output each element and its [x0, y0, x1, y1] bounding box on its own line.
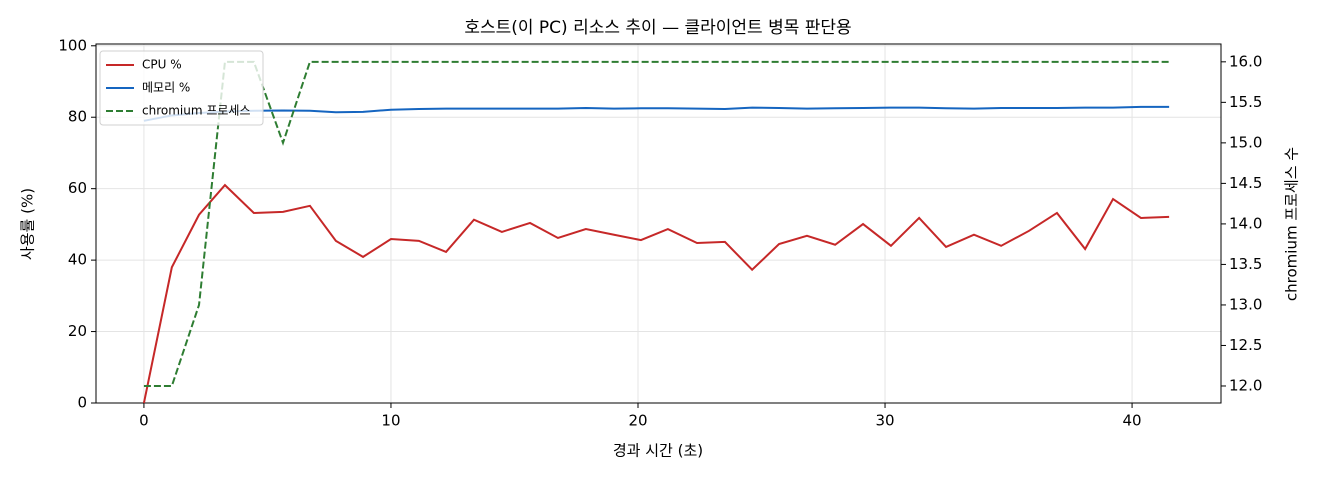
chart-title: 호스트(이 PC) 리소스 추이 — 클라이언트 병목 판단용	[464, 18, 851, 38]
y2-tick-label: 13.0	[1229, 295, 1262, 313]
plot-frame	[95, 43, 1222, 404]
y2-tick-label: 12.5	[1229, 336, 1262, 354]
y-tick-label: 20	[68, 322, 87, 340]
legend-label: chromium 프로세스	[142, 104, 251, 118]
legend-box	[99, 50, 264, 126]
y-tick-label: 40	[68, 251, 87, 269]
legend-label: CPU %	[142, 58, 182, 72]
x-tick-label: 40	[1123, 412, 1142, 430]
y-axis-label: 사용률 (%)	[19, 188, 37, 260]
y-tick-label: 100	[58, 36, 87, 54]
y-tick-label: 0	[77, 394, 87, 412]
x-tick-label: 30	[875, 412, 894, 430]
y2-axis-label: chromium 프로세스 수	[1283, 147, 1301, 301]
series-line	[143, 105, 1170, 122]
x-tick-label: 20	[628, 412, 647, 430]
y2-tick-label: 15.0	[1229, 133, 1262, 151]
y2-tick-label: 14.5	[1229, 174, 1262, 192]
x-tick-label: 0	[139, 412, 149, 430]
y2-tick-label: 12.0	[1229, 376, 1262, 394]
y2-tick-label: 14.0	[1229, 214, 1262, 232]
series-line	[143, 60, 1170, 387]
legend-label: 메모리 %	[142, 81, 190, 95]
y-tick-label: 80	[68, 108, 87, 126]
y2-tick-label: 13.5	[1229, 255, 1262, 273]
legend: CPU % 메모리 % chromium 프로세스	[99, 50, 264, 126]
x-axis-label: 경과 시간 (초)	[613, 442, 703, 460]
x-tick-label: 10	[381, 412, 400, 430]
series-line	[142, 183, 1170, 404]
y-tick-label: 60	[68, 179, 87, 197]
y2-tick-label: 15.5	[1229, 93, 1262, 111]
y2-tick-label: 16.0	[1229, 52, 1262, 70]
